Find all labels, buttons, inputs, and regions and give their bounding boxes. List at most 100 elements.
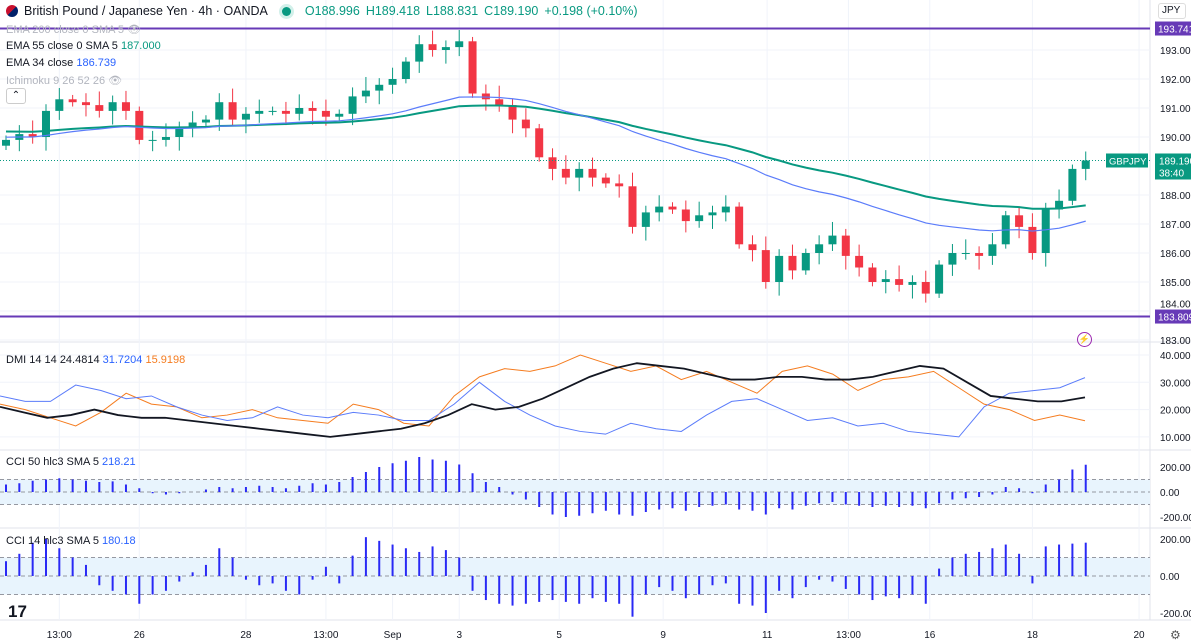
- candle-body: [868, 267, 877, 282]
- legend-ema55[interactable]: EMA 55 close 0 SMA 5 187.000: [6, 40, 161, 52]
- candle-body: [1028, 226, 1037, 253]
- chevron-up-icon: ⌃: [11, 90, 21, 101]
- candle-body: [41, 110, 50, 137]
- legend-label: EMA 34 close: [6, 57, 74, 69]
- candle-body: [641, 212, 650, 227]
- legend-ema200[interactable]: EMA 200 close 0 SMA 5 👁: [6, 23, 141, 36]
- legend-label: CCI 14 hlc3 SMA 5: [6, 535, 99, 547]
- legend-ema34[interactable]: EMA 34 close 186.739: [6, 57, 116, 69]
- cci14-tick: -200.00: [1160, 609, 1191, 620]
- candle-body: [335, 113, 344, 117]
- candle-body: [348, 96, 357, 114]
- candle-body: [68, 99, 77, 103]
- candle-body: [188, 122, 197, 129]
- time-label: Sep: [384, 630, 402, 641]
- legend-label: CCI 50 hlc3 SMA 5: [6, 456, 99, 468]
- ohlc-low: L188.831: [426, 4, 479, 18]
- legend-value: 218.21: [102, 456, 136, 468]
- level-price-tag: [1155, 21, 1191, 36]
- ema55-line: [5, 104, 1086, 210]
- candle-body: [1081, 160, 1090, 169]
- candle-body: [601, 177, 610, 184]
- ohlc-change: +0.198 (+0.10%): [544, 4, 638, 18]
- candle-body: [441, 47, 450, 50]
- legend-value: 15.9198: [145, 354, 186, 366]
- legend-value: 31.7204: [102, 354, 143, 366]
- time-label: 3: [456, 630, 462, 641]
- candle-body: [228, 102, 237, 120]
- symbol-tag: [1106, 153, 1148, 168]
- price-tick: 193.000: [1160, 46, 1191, 57]
- candle-body: [388, 79, 397, 85]
- candle-body: [788, 255, 797, 271]
- cci50-tick: -200.00: [1160, 513, 1191, 524]
- last-price-tag: [1155, 153, 1191, 180]
- price-tick: 188.000: [1160, 191, 1191, 202]
- symbol-tag-label: GBPJPY: [1109, 156, 1147, 167]
- legend-label: EMA 55 close 0 SMA 5: [6, 40, 118, 52]
- candle-body: [961, 253, 970, 254]
- currency-selector[interactable]: JPY: [1158, 3, 1186, 19]
- legend-label: DMI 14 14: [6, 354, 57, 366]
- legend-cci50[interactable]: CCI 50 hlc3 SMA 5 218.21: [6, 456, 136, 468]
- cci50-tick: 0.00: [1160, 488, 1180, 499]
- adx-line: [0, 362, 1086, 438]
- candle-body: [828, 235, 837, 245]
- candle-body: [855, 255, 864, 268]
- hidden-eye-icon[interactable]: 👁: [127, 24, 142, 36]
- dmi-tick: 20.0000: [1160, 406, 1191, 417]
- legend-value: 24.4814: [59, 354, 100, 366]
- candle-body: [681, 209, 690, 222]
- candle-body: [161, 137, 170, 140]
- candle-body: [401, 61, 410, 79]
- candle-body: [748, 244, 757, 251]
- price-tick: 190.000: [1160, 133, 1191, 144]
- price-tick: 183.000: [1160, 336, 1191, 347]
- candle-body: [1015, 215, 1024, 227]
- candle-body: [481, 93, 490, 100]
- collapse-legend-button[interactable]: ⌃: [6, 88, 26, 104]
- dmi-tick: 30.0000: [1160, 378, 1191, 389]
- price-tick: 185.000: [1160, 278, 1191, 289]
- candle-body: [841, 235, 850, 256]
- symbol-title[interactable]: British Pound / Japanese Yen · 4h · OAND…: [24, 4, 268, 18]
- candle-body: [561, 168, 570, 178]
- price-tick: 191.000: [1160, 104, 1191, 115]
- legend-value: 186.739: [76, 57, 117, 69]
- price-tick: 186.000: [1160, 249, 1191, 260]
- candle-body: [255, 110, 264, 114]
- candle-body: [575, 168, 584, 178]
- candle-body: [775, 255, 784, 282]
- candle-body: [628, 186, 637, 227]
- time-label: 16: [924, 630, 936, 641]
- hidden-eye-icon[interactable]: 👁: [108, 75, 123, 87]
- alert-bolt-icon[interactable]: ⚡: [1077, 332, 1092, 347]
- price-tick: 187.000: [1160, 220, 1191, 231]
- countdown-label: 38:40: [1159, 168, 1184, 179]
- dmi-tick: 10.0000: [1160, 433, 1191, 444]
- candle-body: [308, 108, 317, 111]
- time-label: 13:00: [313, 630, 338, 641]
- cci14-tick: 200.00: [1160, 535, 1191, 546]
- candle-body: [135, 110, 144, 140]
- candle-body: [468, 41, 477, 94]
- candle-body: [895, 279, 904, 285]
- candle-body: [761, 250, 770, 282]
- candle-body: [655, 206, 664, 213]
- market-open-icon: [281, 6, 291, 16]
- legend-cci14[interactable]: CCI 14 hlc3 SMA 5 180.18: [6, 535, 136, 547]
- settings-gear-icon[interactable]: ⚙: [1170, 628, 1181, 642]
- legend-dmi[interactable]: DMI 14 14 24.4814 31.7204 15.9198: [6, 354, 185, 366]
- legend-ichimoku[interactable]: Ichimoku 9 26 52 26 👁: [6, 74, 122, 87]
- candle-body: [881, 279, 890, 282]
- candle-body: [508, 105, 517, 120]
- gbp-jpy-flag-icon: [6, 5, 18, 17]
- candle-body: [375, 84, 384, 91]
- time-label: 11: [762, 630, 773, 641]
- tradingview-logo[interactable]: 17: [8, 602, 27, 621]
- legend-value: 180.18: [102, 535, 136, 547]
- level-price-label: 193.741: [1158, 25, 1191, 36]
- candle-body: [615, 183, 624, 187]
- last-price-label: 189.190: [1159, 156, 1191, 167]
